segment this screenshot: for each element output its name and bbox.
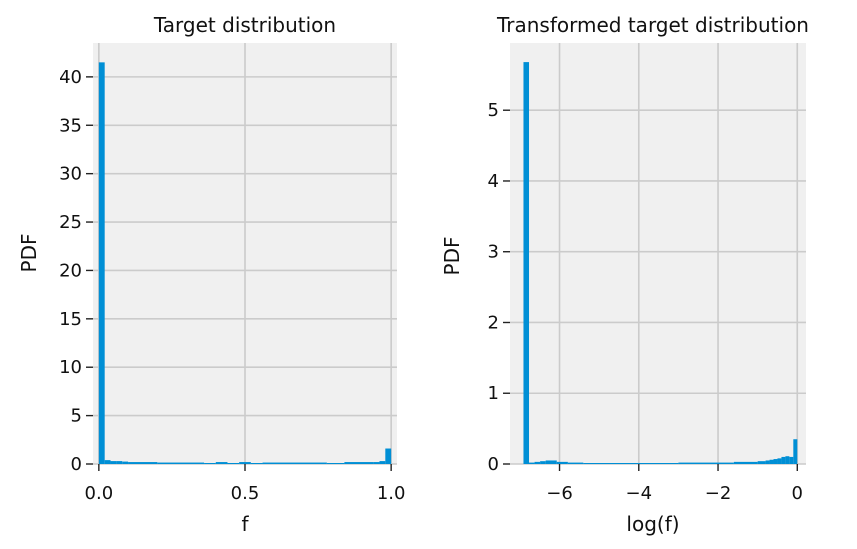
- y-axis-label-left: PDF: [17, 234, 41, 273]
- histogram-bar: [128, 462, 158, 464]
- histogram-bar: [98, 62, 105, 464]
- histogram-bar: [262, 462, 327, 464]
- plot-area-right: [510, 43, 806, 464]
- histogram-bar: [733, 461, 758, 464]
- histogram-bar: [757, 461, 766, 464]
- bars-left: [98, 62, 392, 464]
- chart-title-right: Transformed target distribution: [496, 13, 809, 37]
- y-tick-label: 4: [488, 171, 499, 192]
- histogram-bar: [678, 462, 719, 464]
- y-tick-label: 10: [59, 357, 82, 378]
- x-tick-label: −2: [705, 483, 732, 504]
- x-tick-label: 0: [792, 483, 803, 504]
- histogram-bar: [227, 463, 240, 464]
- histogram-bar: [373, 462, 380, 464]
- histogram-bar: [122, 461, 129, 464]
- histogram-bar: [523, 62, 530, 465]
- x-tick-label: −6: [546, 483, 573, 504]
- y-tick-label: 5: [71, 406, 82, 427]
- y-tick-label: 40: [59, 67, 82, 88]
- histogram-bar: [781, 456, 786, 464]
- histogram-bar: [215, 462, 228, 464]
- y-tick-label: 35: [59, 115, 82, 136]
- histogram-bar: [534, 461, 541, 464]
- histogram-bar: [765, 460, 770, 464]
- chart-target-distribution: 0 5 10 15 20 25 30 35 40 0.0 0.5 1.0 Target distrib…: [17, 13, 405, 536]
- histogram-bar: [777, 458, 782, 464]
- y-tick-label: 25: [59, 212, 82, 233]
- histogram-bar: [785, 456, 790, 464]
- histogram-bar: [110, 461, 117, 464]
- y-tick-label: 1: [488, 383, 499, 404]
- histogram-bar: [326, 463, 345, 464]
- histogram-bar: [379, 461, 386, 464]
- histogram-bar: [344, 462, 374, 464]
- chart-transformed-target-distribution: 0 1 2 3 4 5 −6 −4 −2 0 Transformed target distrib…: [440, 13, 809, 536]
- x-axis-label-left: f: [241, 512, 249, 536]
- bars-right: [523, 62, 798, 465]
- y-tick-label: 0: [71, 454, 82, 475]
- ticks-left: 0 5 10 15 20 25 30 35 40 0.0 0.5 1.0: [59, 67, 405, 504]
- y-tick-label: 15: [59, 309, 82, 330]
- y-tick-label: 5: [488, 100, 499, 121]
- histogram-bar: [250, 463, 263, 464]
- x-axis-label-right: log(f): [626, 512, 679, 536]
- histogram-bar: [239, 462, 251, 464]
- y-tick-label: 30: [59, 164, 82, 185]
- histogram-bar: [773, 459, 778, 464]
- histogram-bar: [638, 463, 679, 464]
- y-tick-label: 2: [488, 312, 499, 333]
- ticks-right: 0 1 2 3 4 5 −6 −4 −2 0: [488, 100, 803, 504]
- histogram-bar: [789, 456, 794, 464]
- y-tick-label: 3: [488, 242, 499, 263]
- histogram-bar: [204, 463, 216, 464]
- y-tick-label: 0: [488, 454, 499, 475]
- histogram-bar: [718, 462, 734, 464]
- histogram-bar: [385, 448, 392, 464]
- x-tick-label: 0.0: [85, 483, 114, 504]
- chart-title-left: Target distribution: [153, 13, 336, 37]
- y-tick-label: 20: [59, 260, 82, 281]
- histogram-bar: [769, 459, 774, 464]
- histogram-bar: [157, 462, 205, 464]
- histogram-bar: [116, 461, 123, 464]
- histogram-bar: [104, 460, 111, 464]
- y-axis-label-right: PDF: [440, 237, 464, 276]
- histogram-bar: [583, 463, 639, 464]
- histogram-bar: [567, 462, 584, 464]
- histogram-bar: [529, 462, 535, 464]
- x-tick-label: 1.0: [377, 483, 406, 504]
- x-tick-label: −4: [626, 483, 653, 504]
- histogram-bar: [793, 439, 798, 464]
- x-tick-label: 0.5: [231, 483, 260, 504]
- histogram-bar: [540, 461, 546, 464]
- histogram-bar: [545, 460, 557, 464]
- histogram-bar: [556, 461, 568, 464]
